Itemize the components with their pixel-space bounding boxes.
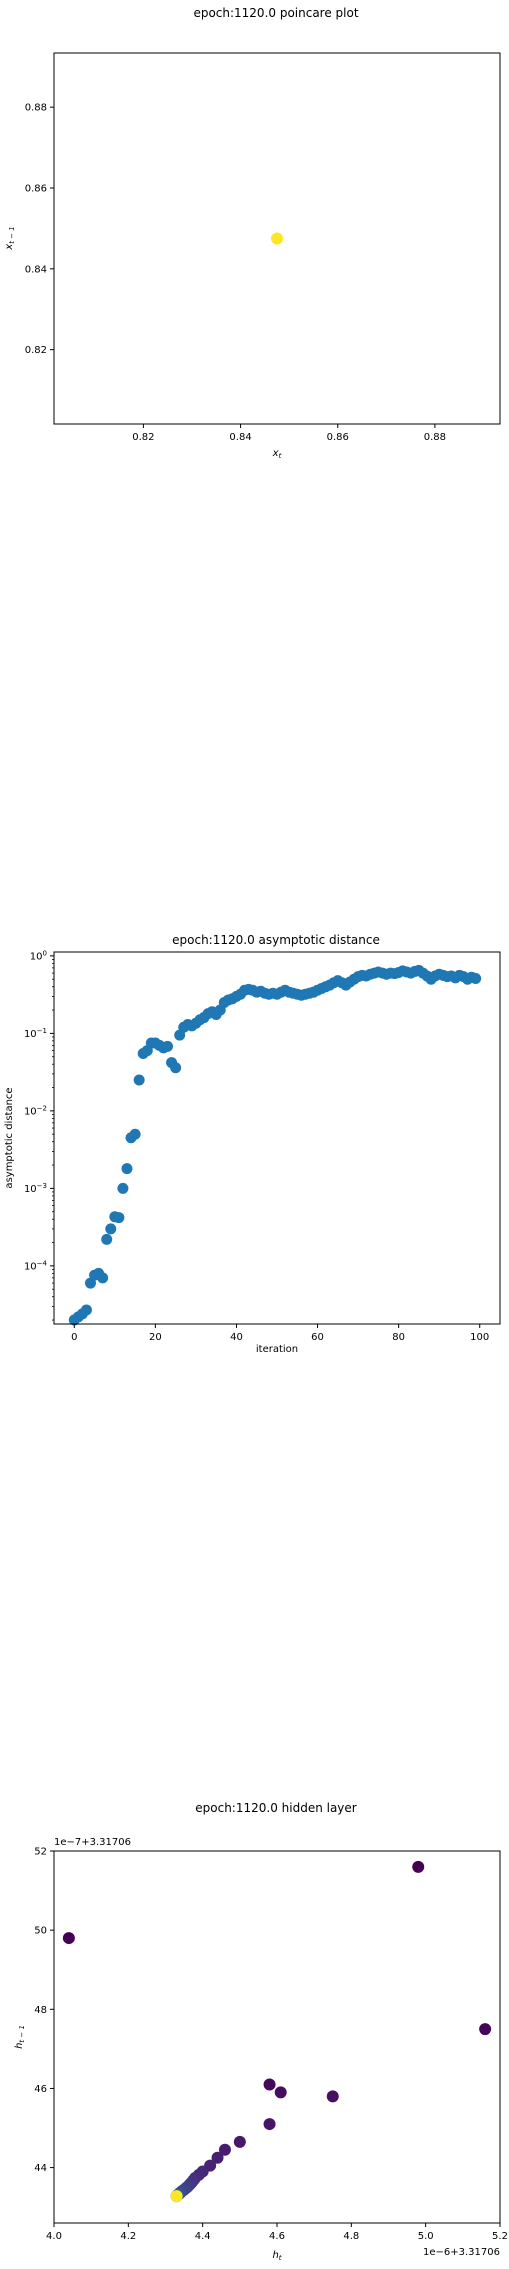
hidden-layer-y-tick-label: 46 bbox=[34, 2084, 47, 2095]
asymptotic-y-ticks: 10−4 10−3 10−2 10−1 100 bbox=[24, 949, 54, 1321]
hidden-layer-x-tick-label: 4.4 bbox=[195, 2231, 211, 2242]
hidden-layer-y-tick-label: 50 bbox=[34, 1926, 47, 1937]
hidden-layer-x-tick-label: 5.2 bbox=[492, 2231, 508, 2242]
asymptotic-y-tick-label: 10−3 bbox=[24, 1182, 47, 1195]
asymptotic-panel: epoch:1120.0 asymptotic distance 0 20 40 60… bbox=[4, 933, 501, 1355]
hidden-layer-x-tick-label: 4.2 bbox=[120, 2231, 136, 2242]
asymptotic-x-label: iteration bbox=[256, 1344, 298, 1355]
asymptotic-x-ticks: 0 20 40 60 80 100 bbox=[71, 1324, 489, 1343]
poincare-y-ticks: 0.82 0.84 0.86 0.88 bbox=[25, 103, 54, 356]
hidden-layer-x-ticks: 4.0 4.2 4.4 4.6 4.8 5.0 5.2 bbox=[46, 2223, 508, 2242]
asymptotic-point bbox=[121, 1163, 133, 1175]
hidden-layer-point bbox=[479, 2023, 492, 2036]
asymptotic-y-tick-label: 100 bbox=[30, 949, 47, 962]
hidden-layer-x-tick-label: 4.6 bbox=[269, 2231, 285, 2242]
poincare-y-tick-label: 0.88 bbox=[25, 103, 47, 114]
hidden-layer-point bbox=[218, 2143, 231, 2156]
poincare-x-tick-label: 0.86 bbox=[327, 432, 349, 443]
poincare-x-label: xt bbox=[272, 448, 282, 460]
poincare-x-tick-label: 0.82 bbox=[132, 432, 154, 443]
asymptotic-point bbox=[117, 1182, 129, 1194]
asymptotic-point bbox=[129, 1128, 141, 1140]
asymptotic-x-tick-label: 60 bbox=[311, 1332, 324, 1343]
hidden-layer-title: epoch:1120.0 hidden layer bbox=[195, 1801, 357, 1815]
asymptotic-point bbox=[80, 1304, 92, 1316]
hidden-layer-markers bbox=[62, 1860, 492, 2203]
poincare-point bbox=[271, 232, 283, 245]
poincare-y-tick-label: 0.82 bbox=[25, 345, 47, 356]
asymptotic-y-tick-label: 10−4 bbox=[24, 1259, 48, 1272]
hidden-layer-y-offset: 1e−7+3.31706 bbox=[54, 1837, 131, 1848]
asymptotic-x-tick-label: 100 bbox=[470, 1332, 489, 1343]
asymptotic-point bbox=[162, 1040, 174, 1052]
poincare-markers bbox=[271, 232, 283, 245]
asymptotic-point bbox=[170, 1062, 182, 1074]
hidden-layer-y-tick-label: 44 bbox=[34, 2163, 47, 2174]
asymptotic-point bbox=[97, 1272, 109, 1284]
poincare-y-tick-label: 0.84 bbox=[25, 264, 47, 275]
hidden-layer-y-tick-label: 48 bbox=[34, 2005, 47, 2016]
hidden-layer-point bbox=[263, 2118, 276, 2131]
asymptotic-point bbox=[133, 1074, 145, 1086]
poincare-y-tick-label: 0.86 bbox=[25, 183, 47, 194]
asymptotic-point bbox=[470, 973, 482, 985]
hidden-layer-plot-frame bbox=[53, 1850, 501, 2224]
poincare-panel: epoch:1120.0 poincare plot 0.82 0.84 0.86 0… bbox=[4, 6, 501, 460]
hidden-layer-point bbox=[274, 2086, 287, 2099]
hidden-layer-point bbox=[233, 2135, 246, 2148]
hidden-layer-x-tick-label: 4.0 bbox=[46, 2231, 62, 2242]
poincare-x-ticks: 0.82 0.84 0.86 0.88 bbox=[132, 424, 446, 443]
asymptotic-y-tick-label: 10−2 bbox=[24, 1104, 47, 1117]
asymptotic-point bbox=[113, 1212, 125, 1224]
hidden-layer-point bbox=[326, 2090, 339, 2103]
asymptotic-markers bbox=[68, 964, 482, 1326]
poincare-title: epoch:1120.0 poincare plot bbox=[193, 6, 358, 20]
asymptotic-x-tick-label: 20 bbox=[149, 1332, 162, 1343]
asymptotic-point bbox=[101, 1233, 113, 1245]
asymptotic-y-tick-label: 10−1 bbox=[24, 1027, 47, 1040]
hidden-layer-x-offset: 1e−6+3.31706 bbox=[423, 2247, 500, 2258]
hidden-layer-point bbox=[412, 1860, 425, 1873]
hidden-layer-point bbox=[170, 2190, 183, 2203]
hidden-layer-x-label: ht bbox=[272, 2250, 281, 2262]
hidden-layer-point bbox=[211, 2151, 224, 2164]
poincare-y-label: xt − 1 bbox=[4, 226, 16, 250]
asymptotic-plot-frame bbox=[53, 951, 501, 1325]
asymptotic-x-tick-label: 0 bbox=[71, 1332, 77, 1343]
hidden-layer-y-label: ht − 1 bbox=[14, 2025, 26, 2049]
asymptotic-title: epoch:1120.0 asymptotic distance bbox=[172, 933, 380, 947]
hidden-layer-panel: epoch:1120.0 hidden layer 1e−7+3.31706 4… bbox=[14, 1801, 508, 2262]
hidden-layer-y-ticks: 44 46 48 50 52 bbox=[34, 1847, 54, 2174]
hidden-layer-point bbox=[263, 2078, 276, 2091]
poincare-x-tick-label: 0.84 bbox=[229, 432, 251, 443]
asymptotic-y-label: asymptotic distance bbox=[4, 1087, 15, 1188]
asymptotic-x-tick-label: 80 bbox=[392, 1332, 405, 1343]
poincare-plot-frame bbox=[53, 52, 501, 425]
asymptotic-point bbox=[105, 1223, 117, 1235]
poincare-x-tick-label: 0.88 bbox=[424, 432, 446, 443]
asymptotic-x-tick-label: 40 bbox=[230, 1332, 243, 1343]
hidden-layer-point bbox=[62, 1932, 75, 1945]
hidden-layer-y-tick-label: 52 bbox=[34, 1847, 47, 1858]
hidden-layer-x-tick-label: 4.8 bbox=[343, 2231, 359, 2242]
hidden-layer-x-tick-label: 5.0 bbox=[418, 2231, 434, 2242]
